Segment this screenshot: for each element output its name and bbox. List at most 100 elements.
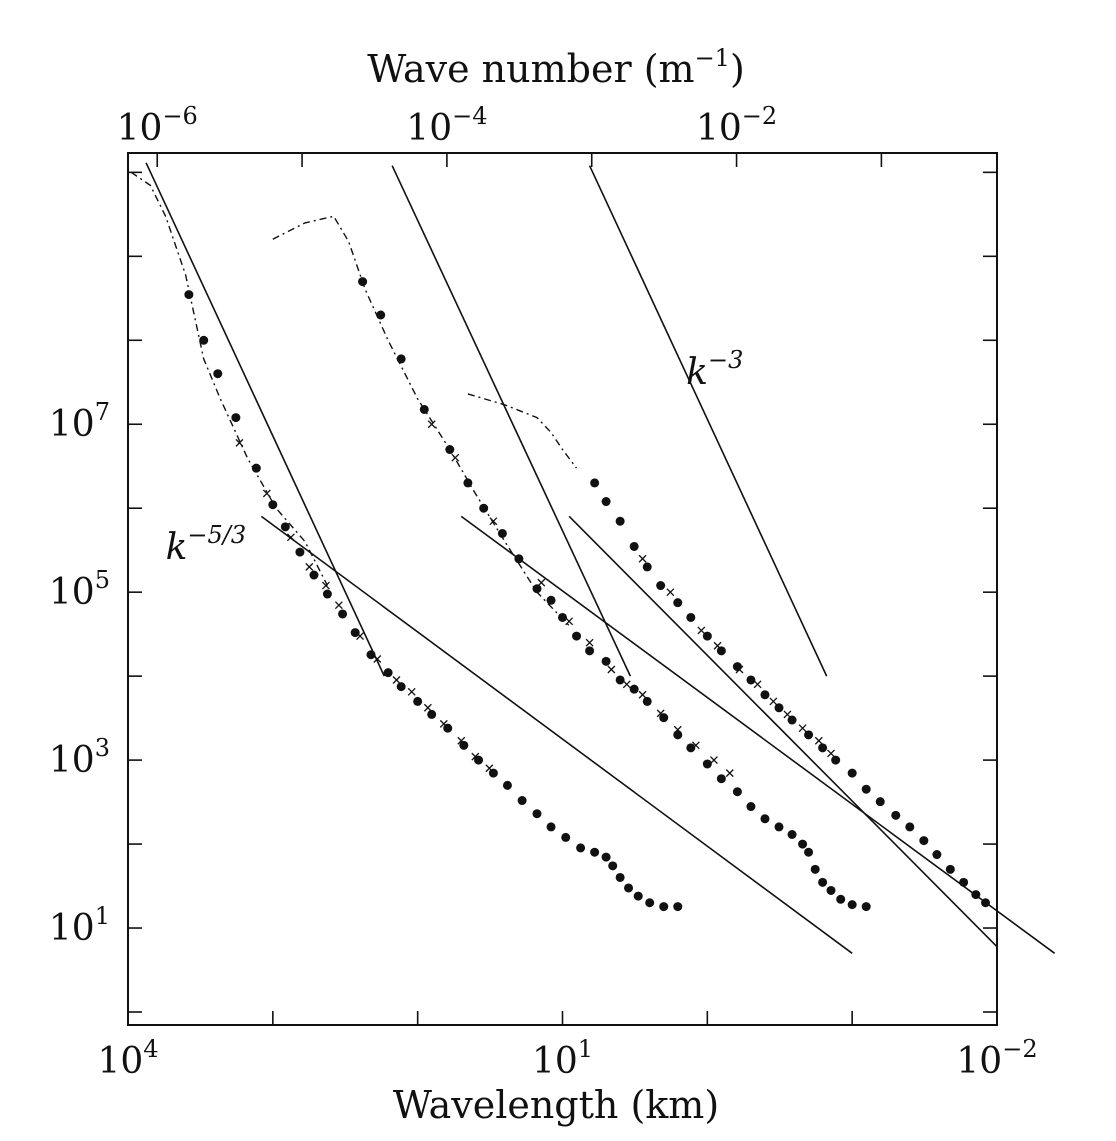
data-point-series-3-7 (686, 612, 696, 622)
data-point-series-3-19 (861, 784, 871, 794)
data-point-series-3-24 (932, 850, 942, 860)
data-point-series-1-27 (590, 847, 600, 857)
data-point-series-1-16 (427, 709, 437, 719)
data-point-series-2-10 (546, 595, 556, 605)
data-point-series-2-24 (746, 802, 756, 812)
data-point-series-3-23 (919, 836, 929, 846)
reference-line-k-5-3-series-1 (260, 515, 853, 954)
reference-line-k-3-series-3 (588, 165, 828, 677)
cross-point-series-3-4 (735, 665, 744, 674)
data-point-series-1-9 (322, 589, 332, 599)
data-point-series-2-35 (861, 902, 871, 912)
cross-point-series-1-0 (235, 438, 244, 447)
data-point-series-1-31 (624, 883, 634, 893)
cross-point-series-1-5 (334, 601, 343, 610)
data-point-series-3-16 (818, 743, 828, 753)
data-point-series-2-28 (798, 839, 808, 849)
cross-point-series-2-0 (427, 420, 436, 429)
cross-point-series-2-11 (691, 741, 700, 750)
data-point-series-1-23 (532, 809, 542, 819)
data-point-series-1-6 (280, 522, 290, 532)
cross-point-series-1-2 (286, 533, 295, 542)
cross-point-series-3-10 (827, 749, 835, 758)
data-point-series-2-26 (774, 822, 784, 832)
tick-layer (127, 153, 998, 1025)
data-point-series-3-25 (945, 864, 955, 874)
top-tick-label-0.01: 10−2 (696, 102, 777, 149)
data-point-series-1-2 (213, 369, 223, 379)
reference-line-k-5-3-series-3 (568, 515, 998, 948)
data-point-series-2-25 (760, 814, 770, 824)
measured-trace-series-3 (467, 393, 578, 469)
cross-point-series-3-0 (638, 554, 647, 563)
data-point-series-1-28 (601, 852, 611, 862)
cross-point-series-1-3 (305, 562, 314, 571)
data-point-series-3-20 (875, 797, 885, 807)
data-point-series-2-15 (615, 675, 625, 685)
cross-point-series-1-12 (457, 736, 466, 745)
data-point-series-3-15 (804, 730, 814, 740)
data-point-series-3-17 (831, 755, 841, 765)
cross-point-series-3-7 (783, 710, 792, 719)
cross-point-series-2-3 (537, 578, 546, 587)
data-point-series-2-1 (376, 310, 386, 320)
data-point-series-2-30 (810, 864, 820, 874)
y-tick-label-10: 101 (49, 902, 110, 949)
data-point-series-2-33 (836, 894, 846, 904)
data-point-series-3-28 (981, 898, 991, 908)
data-point-series-3-8 (702, 631, 712, 641)
data-point-series-1-8 (309, 570, 319, 580)
cross-point-series-1-7 (373, 655, 382, 663)
data-point-series-1-3 (231, 413, 241, 423)
data-point-series-2-23 (732, 787, 742, 797)
data-point-series-1-32 (633, 891, 643, 901)
cross-point-series-1-4 (321, 581, 330, 590)
cross-point-series-3-3 (713, 641, 722, 650)
data-point-series-3-4 (642, 562, 652, 572)
plot-layer (130, 162, 1056, 954)
data-point-series-1-10 (338, 609, 348, 619)
data-point-series-3-13 (774, 703, 784, 713)
data-point-series-3-5 (656, 581, 666, 591)
slope-annotation-k-3: k−3 (686, 346, 743, 393)
data-point-series-1-33 (645, 898, 655, 908)
data-point-series-2-29 (804, 847, 814, 857)
reference-line-k-3-series-1 (145, 162, 386, 677)
data-point-series-1-22 (517, 796, 527, 806)
data-point-series-2-21 (702, 759, 712, 769)
cross-point-series-3-9 (814, 736, 823, 745)
cross-point-series-3-8 (798, 724, 807, 733)
cross-point-series-2-4 (565, 617, 574, 626)
data-point-series-2-31 (818, 877, 828, 887)
data-point-series-2-9 (532, 584, 542, 594)
data-point-series-2-5 (463, 478, 473, 488)
bottom-axis-title: Wavelength (km) (393, 1083, 719, 1127)
data-point-series-2-3 (419, 404, 429, 414)
cross-point-series-1-14 (485, 764, 494, 773)
reference-line-k-3-series-2 (391, 165, 632, 677)
data-point-series-1-26 (576, 843, 586, 853)
data-point-series-3-21 (891, 810, 901, 820)
data-point-series-2-7 (497, 528, 507, 538)
cross-point-series-2-9 (656, 709, 665, 718)
data-point-series-2-16 (629, 684, 639, 694)
x-tick-label-10000: 104 (97, 1035, 158, 1082)
cross-point-series-2-10 (673, 725, 682, 734)
data-point-series-2-6 (479, 503, 489, 513)
data-point-series-2-19 (673, 730, 683, 740)
top-tick-label-0.0001: 10−4 (406, 102, 487, 149)
cross-point-series-2-7 (622, 680, 631, 689)
data-point-series-1-15 (413, 696, 423, 706)
slope-annotation-k-5-3: k−5/3 (166, 521, 247, 568)
top-axis-title: Wave number (m−1) (367, 44, 745, 91)
data-point-series-3-12 (760, 690, 770, 700)
data-point-series-1-11 (350, 628, 360, 638)
data-point-series-3-27 (971, 890, 981, 900)
cross-point-series-1-1 (262, 489, 271, 498)
data-point-series-3-6 (673, 598, 683, 608)
data-point-series-1-29 (608, 861, 618, 871)
cross-point-series-3-6 (769, 697, 778, 706)
data-point-series-2-20 (686, 743, 696, 753)
cross-point-series-2-6 (607, 665, 616, 674)
data-point-series-2-4 (445, 445, 455, 455)
